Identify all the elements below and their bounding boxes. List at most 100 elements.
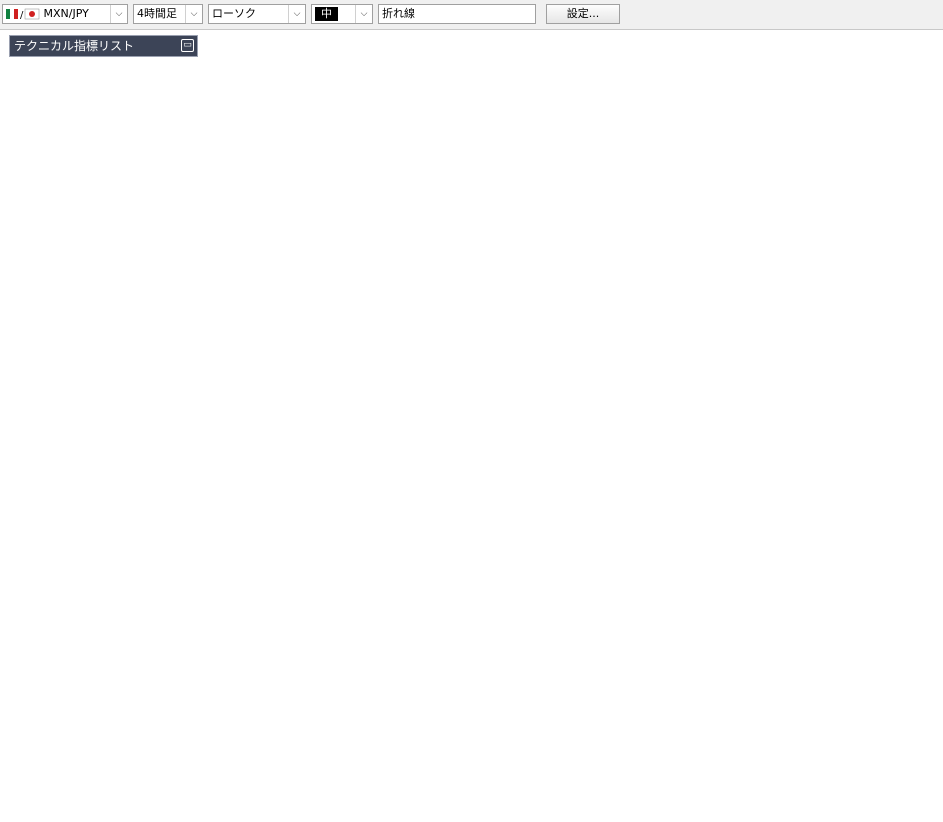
candle-body-down	[219, 300, 226, 321]
chevron-down-icon[interactable]: ⌵	[355, 5, 372, 23]
candle-body-up	[310, 219, 318, 238]
candle-body-down	[155, 255, 162, 265]
candle-body-down	[844, 436, 851, 463]
candle-body-down	[191, 295, 198, 303]
chevron-down-icon[interactable]: ⌵	[110, 5, 127, 23]
candle-body-up	[228, 317, 236, 344]
candle-body-down	[605, 240, 612, 303]
histogram-bar	[356, 684, 363, 706]
candle-body-down	[577, 210, 584, 218]
candle-body-up	[476, 235, 484, 244]
candle-body-up	[706, 397, 714, 406]
candle-body-down	[458, 234, 465, 241]
date-tick-label: 2/27	[450, 808, 475, 821]
indicator-list-title: テクニカル指標リスト	[14, 39, 135, 53]
date-tick-label: 3/4	[655, 808, 673, 821]
candle-body-up	[283, 261, 291, 276]
date-tick-label: 2/23	[198, 808, 223, 821]
candle-body-up	[237, 327, 245, 344]
trend-lines	[256, 155, 872, 472]
candle-body-up	[549, 211, 557, 222]
chart-type-select[interactable]: ローソク ⌵	[208, 4, 306, 24]
candle-body-up	[71, 317, 79, 326]
histogram-bar	[632, 706, 639, 748]
oscillator-lines	[0, 634, 873, 786]
candle-body-down	[633, 420, 640, 433]
candle-body-up	[145, 254, 153, 269]
date-tick-label: 2/25	[320, 808, 345, 821]
price-tick-label: 9.00	[900, 297, 922, 308]
candle-body-down	[853, 460, 860, 473]
oscillator-axis: 0.050 0.025 -0.025 -0.050	[900, 607, 932, 807]
settings-button[interactable]: 設定...	[546, 4, 620, 24]
candle-body-up	[733, 381, 741, 398]
candle-body-down	[596, 226, 603, 243]
price-annotation: 9.088	[448, 200, 477, 211]
candle-body-down	[826, 404, 833, 423]
histogram-bar	[328, 690, 335, 706]
histogram-bar	[162, 700, 169, 706]
histogram-bar	[6, 694, 12, 706]
histogram-bar	[687, 706, 694, 734]
histogram-bar	[337, 688, 344, 706]
time-axis: 2/19 2/20 2/23 2/24 2/25 2/26 2/27 3/2 3/3 3/4 3/5…	[40, 808, 807, 821]
chevron-down-icon[interactable]: ⌵	[185, 5, 202, 23]
price-annotation: 8.967	[650, 324, 679, 335]
candle-body-down	[210, 290, 217, 303]
line-style-select[interactable]: 折れ線	[378, 4, 536, 24]
indicator-list-panel[interactable]: テクニカル指標リスト ▭	[9, 35, 198, 57]
candle-body-up	[301, 233, 309, 254]
price-tick-label: 9.10	[900, 195, 922, 206]
histogram-bar	[752, 706, 759, 710]
candle-body-up	[7, 329, 15, 340]
histogram-bar	[254, 706, 261, 730]
histogram-bar	[70, 694, 77, 706]
histogram-bar	[420, 706, 427, 710]
histogram-bar	[521, 706, 528, 708]
histogram-bar	[98, 704, 105, 706]
candle-body-down	[678, 370, 685, 383]
timeframe-select[interactable]: 4時間足 ⌵	[133, 4, 203, 24]
candle-body-up	[274, 271, 282, 292]
candle-body-up	[724, 393, 732, 400]
candle-body-down	[623, 360, 630, 423]
histogram-bar	[107, 706, 114, 707]
candle-body-up	[641, 409, 649, 434]
candle-body-up	[35, 299, 43, 309]
oscillator-tick-label: 0.025	[900, 657, 929, 668]
candle-body-down	[44, 300, 51, 315]
currency-pair-label: MXN/JPY	[43, 7, 89, 20]
candle-body-up	[365, 189, 373, 204]
price-annotation: 9.027	[380, 262, 409, 273]
chevron-down-icon[interactable]: ⌵	[288, 5, 305, 23]
date-tick-label: 2/20	[110, 808, 135, 821]
histogram-bar	[346, 686, 353, 706]
histogram-bar	[134, 706, 141, 708]
histogram-bar	[217, 706, 224, 710]
candle-body-up	[779, 415, 787, 424]
candle-body-up	[807, 399, 815, 412]
candle-body-down	[384, 212, 391, 225]
histogram-bar	[392, 698, 399, 706]
candle-body-up	[715, 395, 723, 402]
candle-body-up	[393, 221, 401, 234]
histogram-bar	[558, 700, 565, 706]
candle-body-down	[770, 410, 777, 423]
minimize-icon[interactable]: ▭	[181, 39, 194, 52]
candle-body-up	[126, 279, 134, 299]
candle-body-up	[117, 294, 125, 309]
candlesticks	[7, 172, 870, 481]
histogram-bar	[291, 706, 298, 710]
candle-body-up	[614, 299, 622, 364]
histogram-bar	[61, 690, 68, 706]
line-width-select[interactable]: 中 ⌵	[311, 4, 373, 24]
histogram-bar	[153, 704, 160, 706]
price-tick-label: 9.15	[900, 144, 922, 155]
histogram-bar	[429, 706, 436, 714]
price-annotation: 2	[505, 377, 511, 388]
histogram-bar	[577, 696, 584, 706]
currency-pair-select[interactable]: / MXN/JPY ⌵	[2, 4, 128, 24]
histogram-bar	[171, 698, 178, 706]
histogram-bar	[383, 694, 390, 706]
histogram-bar	[236, 706, 243, 722]
